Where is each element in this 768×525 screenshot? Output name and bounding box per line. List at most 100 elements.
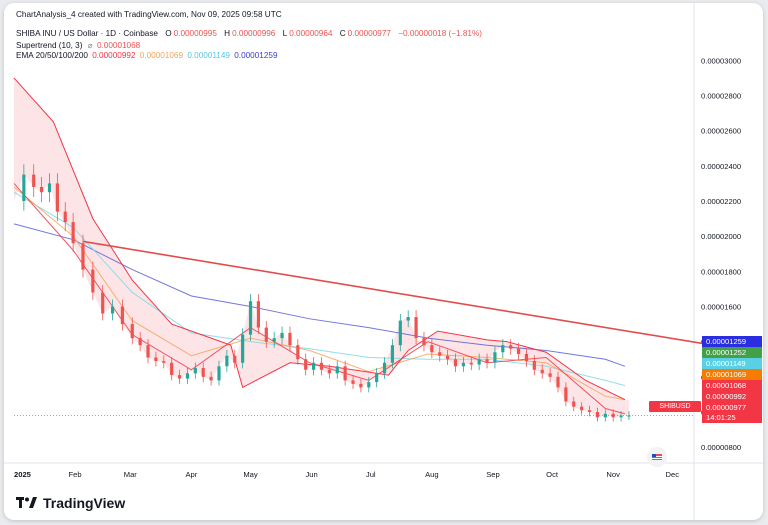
candle-body	[209, 376, 213, 381]
supertrend-legend[interactable]: Supertrend (10, 3) ⌀ 0.00001068	[16, 40, 140, 50]
candle-body	[501, 345, 505, 353]
candle-body	[81, 243, 85, 270]
candle-body	[524, 353, 529, 362]
candle-body	[110, 306, 115, 314]
x-tick-label: Jun	[305, 470, 317, 479]
ohlc-high-label: H	[224, 29, 231, 38]
candle-body	[241, 334, 245, 363]
ticker-badge-text: SHIBUSD	[659, 403, 691, 410]
ema20-line	[13, 183, 626, 415]
price-label: 0.00001149	[702, 358, 762, 369]
candle-body	[162, 361, 166, 363]
candle-body	[335, 366, 339, 374]
ema200-line	[13, 223, 626, 367]
candle-body	[516, 348, 521, 354]
y-tick-label: 0.00002200	[701, 197, 741, 206]
candle-body	[185, 373, 190, 379]
candle-body	[343, 366, 347, 381]
ema20-value: 0.00000992	[92, 51, 136, 60]
ema100-value: 0.00001149	[187, 51, 230, 60]
candle-body	[193, 368, 197, 374]
candle-body	[493, 352, 497, 363]
symbol-title[interactable]: SHIBA INU / US Dollar · 1D · Coinbase	[16, 29, 158, 38]
tradingview-logo[interactable]: TradingView	[16, 495, 125, 511]
candle-body	[540, 369, 544, 374]
supertrend-cloud	[14, 77, 629, 418]
candle-body	[264, 327, 268, 342]
candle-body	[477, 359, 481, 365]
price-label: 0.00000992	[702, 391, 762, 402]
candle-body	[47, 183, 52, 193]
candle-body	[280, 332, 284, 339]
ema-legend[interactable]: EMA 20/50/100/200 0.00000992 0.00001069 …	[16, 51, 278, 60]
candle-body	[311, 362, 316, 370]
price-label: 0.00000977	[702, 402, 762, 413]
candle-body	[22, 174, 26, 202]
ticker-badge: SHIBUSD	[649, 401, 701, 412]
candle-body	[217, 366, 221, 381]
candle-body	[430, 345, 434, 353]
candle-body	[532, 361, 536, 370]
tradingview-brand: TradingView	[43, 495, 126, 511]
y-tick-label: 0.00001800	[701, 267, 741, 276]
ohlc-close: 0.00000977	[347, 29, 391, 38]
ema100-line	[13, 191, 626, 387]
x-tick-label: 2025	[14, 470, 32, 479]
ema200-value: 0.00001259	[234, 51, 278, 60]
x-tick-label: Apr	[185, 470, 197, 479]
candle-body	[414, 317, 418, 339]
candle-body	[32, 174, 36, 187]
candle-body	[398, 320, 402, 346]
candle-body	[201, 368, 205, 377]
candle-body	[39, 186, 44, 193]
flag-badge-icon[interactable]	[647, 447, 667, 467]
chart-frame: ChartAnalysis_4 created with TradingView…	[4, 3, 763, 520]
candle-body	[154, 357, 158, 362]
x-tick-label: Jul	[366, 470, 376, 479]
candle-body	[375, 373, 379, 383]
price-chart[interactable]: 0.000008000.000010000.000012000.00001400…	[4, 3, 763, 520]
ema50-value: 0.00001069	[139, 51, 184, 60]
candle-body	[453, 359, 458, 367]
x-tick-label: Aug	[425, 470, 439, 479]
candle-body	[91, 269, 95, 293]
price-label: 0.00001252	[702, 347, 762, 358]
candle-body	[225, 355, 229, 367]
y-tick-label: 0.00002400	[701, 162, 741, 171]
resistance-trendline	[82, 240, 724, 348]
price-label: 0.00001259	[702, 336, 762, 347]
candle-body	[319, 362, 324, 370]
price-label: 0.00001068	[702, 380, 762, 391]
candle-body	[603, 413, 607, 418]
ohlc-open: 0.00000995	[173, 29, 217, 38]
supertrend-value: 0.00001068	[96, 41, 141, 50]
candle-body	[461, 362, 465, 367]
candle-body	[120, 306, 125, 325]
candle-body	[177, 375, 182, 379]
candle-body	[587, 410, 592, 413]
candle-body	[509, 345, 513, 349]
candle-body	[130, 324, 134, 339]
candle-body	[248, 301, 253, 335]
candle-body	[564, 387, 568, 402]
candle-body	[256, 301, 261, 328]
candle-body	[304, 359, 308, 370]
candle-body	[580, 406, 584, 411]
candle-body	[382, 362, 387, 374]
candle-body	[406, 317, 410, 321]
candle-body	[422, 338, 426, 346]
countdown-label: 14:01:25	[702, 412, 762, 423]
candle-body	[595, 412, 600, 418]
candle-body	[146, 345, 150, 358]
candle-body	[101, 292, 105, 314]
candle-body	[296, 345, 300, 360]
candle-body	[469, 362, 473, 365]
candle-body	[367, 382, 371, 388]
candle-body	[556, 376, 560, 388]
candle-body	[619, 415, 623, 418]
candle-body	[233, 355, 237, 363]
y-tick-label: 0.00002800	[701, 92, 741, 101]
x-tick-label: Dec	[666, 470, 680, 479]
eye-icon[interactable]: ⌀	[87, 41, 93, 50]
